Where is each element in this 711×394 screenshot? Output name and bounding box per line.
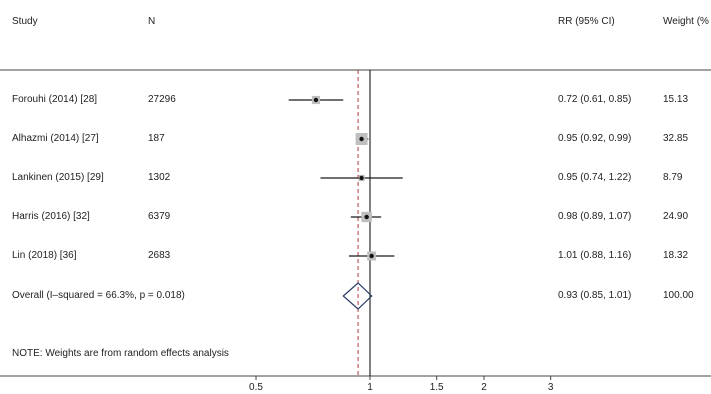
study-point bbox=[359, 175, 364, 181]
header-rr: RR (95% CI) bbox=[558, 16, 615, 27]
overall-diamond bbox=[342, 282, 373, 310]
study-n: 2683 bbox=[148, 250, 171, 261]
study-weight: 24.90 bbox=[663, 211, 689, 222]
header-study: Study bbox=[12, 16, 38, 27]
study-weight: 8.79 bbox=[663, 172, 683, 183]
x-tick-label: 1 bbox=[367, 382, 373, 393]
study-rr-ci: 1.01 (0.88, 1.16) bbox=[558, 250, 632, 261]
study-n: 27296 bbox=[148, 94, 176, 105]
study-weight: 18.32 bbox=[663, 250, 689, 261]
x-tick-label: 3 bbox=[548, 382, 554, 393]
note-text: NOTE: Weights are from random effects an… bbox=[12, 348, 229, 359]
study-point bbox=[359, 136, 364, 142]
study-point bbox=[364, 214, 369, 220]
x-tick-label: 1.5 bbox=[430, 382, 444, 393]
header-n: N bbox=[148, 16, 156, 27]
study-point bbox=[313, 97, 319, 103]
study-rr-ci: 0.98 (0.89, 1.07) bbox=[558, 211, 632, 222]
study-rr-ci: 0.72 (0.61, 0.85) bbox=[558, 94, 632, 105]
study-n: 6379 bbox=[148, 211, 171, 222]
study-label: Lankinen (2015) [29] bbox=[12, 172, 104, 183]
overall-weight: 100.00 bbox=[663, 290, 694, 301]
study-label: Lin (2018) [36] bbox=[12, 250, 77, 261]
overall-rr-ci: 0.93 (0.85, 1.01) bbox=[558, 290, 632, 301]
study-n: 1302 bbox=[148, 172, 171, 183]
study-point bbox=[369, 253, 374, 259]
study-rr-ci: 0.95 (0.74, 1.22) bbox=[558, 172, 632, 183]
study-label: Harris (2016) [32] bbox=[12, 211, 90, 222]
study-rr-ci: 0.95 (0.92, 0.99) bbox=[558, 133, 632, 144]
header-weight: Weight (% bbox=[663, 16, 709, 27]
overall-label: Overall (I–squared = 66.3%, p = 0.018) bbox=[12, 290, 185, 301]
study-label: Alhazmi (2014) [27] bbox=[12, 133, 99, 144]
study-weight: 32.85 bbox=[663, 133, 689, 144]
x-tick-label: 0.5 bbox=[249, 382, 263, 393]
study-weight: 15.13 bbox=[663, 94, 689, 105]
x-tick-label: 2 bbox=[481, 382, 487, 393]
study-label: Forouhi (2014) [28] bbox=[12, 94, 98, 105]
study-n: 187 bbox=[148, 133, 165, 144]
